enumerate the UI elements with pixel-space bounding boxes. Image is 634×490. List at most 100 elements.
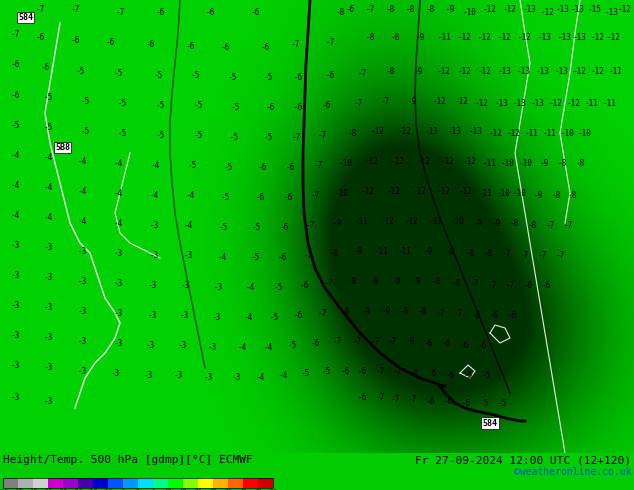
Text: -12: -12 (381, 217, 395, 225)
Text: -11: -11 (603, 98, 617, 107)
Text: -6: -6 (283, 194, 293, 202)
Text: -7: -7 (375, 393, 385, 402)
Text: 24: 24 (194, 489, 202, 490)
Text: -3: -3 (77, 307, 87, 316)
Text: -7: -7 (538, 250, 547, 260)
Text: -12: -12 (458, 67, 472, 75)
Text: -7: -7 (290, 41, 300, 49)
Text: -7: -7 (311, 192, 320, 200)
Text: -13: -13 (517, 67, 531, 75)
Bar (3, 478, 273, 488)
Text: -3: -3 (10, 300, 20, 310)
Text: -4: -4 (243, 314, 252, 322)
Text: -13: -13 (558, 33, 572, 43)
Bar (123, 478, 138, 488)
Text: -7: -7 (325, 39, 335, 48)
Text: -10: -10 (451, 217, 465, 225)
Text: -10: -10 (501, 158, 515, 168)
Text: -8: -8 (385, 67, 394, 75)
Text: -5: -5 (155, 100, 165, 109)
Text: -13: -13 (538, 33, 552, 43)
Text: -7: -7 (453, 309, 463, 318)
Bar (18, 478, 33, 488)
Text: -10: -10 (497, 189, 511, 197)
Text: -7: -7 (323, 278, 333, 288)
Text: -5: -5 (479, 398, 489, 408)
Text: -4: -4 (10, 150, 20, 160)
Text: -12: -12 (498, 33, 512, 43)
Text: -6: -6 (346, 5, 354, 15)
Text: -12: -12 (483, 5, 497, 15)
Text: -13: -13 (555, 67, 569, 75)
Text: -5: -5 (117, 98, 127, 107)
Text: -5: -5 (218, 222, 228, 231)
Bar (183, 478, 198, 488)
Text: -11: -11 (543, 128, 557, 138)
Text: -5: -5 (251, 223, 261, 232)
Text: -6: -6 (443, 396, 453, 406)
Text: -3: -3 (110, 368, 120, 377)
Text: -4: -4 (245, 284, 255, 293)
Bar (33, 478, 48, 488)
Text: -6: -6 (294, 103, 302, 113)
Text: -13: -13 (425, 126, 439, 136)
Text: -13: -13 (523, 5, 537, 15)
Text: -9: -9 (474, 219, 482, 227)
Text: -6: -6 (441, 339, 451, 347)
Text: 42: 42 (239, 489, 247, 490)
Text: -5: -5 (193, 131, 203, 141)
Text: -3: -3 (113, 309, 122, 318)
Text: -3: -3 (10, 241, 20, 249)
Text: -3: -3 (214, 283, 223, 292)
Text: -5: -5 (287, 342, 297, 350)
Text: -3: -3 (150, 220, 158, 229)
Bar (213, 478, 228, 488)
Text: -15: -15 (588, 5, 602, 15)
Text: -6: -6 (257, 164, 267, 172)
Text: -5: -5 (498, 398, 507, 408)
Text: -12: -12 (567, 98, 581, 107)
Text: -7: -7 (292, 133, 301, 143)
Bar (228, 478, 243, 488)
Text: -12: -12 (459, 187, 473, 196)
Text: -12: -12 (549, 98, 563, 107)
Text: -7: -7 (358, 69, 366, 77)
Bar (198, 478, 213, 488)
Text: -3: -3 (179, 312, 189, 320)
Text: -4: -4 (256, 373, 264, 383)
Text: -7: -7 (318, 131, 327, 141)
Text: -6: -6 (325, 72, 335, 80)
Text: -13: -13 (556, 5, 570, 15)
Text: -8: -8 (567, 191, 577, 199)
Text: -6: -6 (460, 341, 469, 349)
Text: -5: -5 (228, 73, 236, 81)
Text: -18: -18 (87, 489, 99, 490)
Text: -8: -8 (347, 276, 356, 286)
Text: 48: 48 (254, 489, 262, 490)
Text: -9: -9 (415, 33, 425, 43)
Text: -8: -8 (445, 246, 455, 255)
Text: -13: -13 (573, 33, 587, 43)
Text: -7: -7 (10, 30, 20, 40)
Text: -6: -6 (250, 8, 260, 18)
Text: -9: -9 (540, 158, 548, 168)
Text: -6: -6 (358, 367, 366, 375)
Text: -5: -5 (43, 94, 53, 102)
Text: -11: -11 (355, 217, 369, 225)
Text: -3: -3 (77, 276, 87, 286)
Text: -3: -3 (113, 339, 122, 347)
Text: -12: -12 (503, 5, 517, 15)
Text: -12: -12 (475, 98, 489, 107)
Text: 36: 36 (224, 489, 232, 490)
Text: -5: -5 (230, 132, 238, 142)
Text: -5: -5 (269, 314, 278, 322)
Text: -3: -3 (77, 367, 87, 375)
Text: -13: -13 (605, 8, 619, 18)
Text: -11: -11 (585, 98, 599, 107)
Text: -6: -6 (410, 368, 418, 377)
Text: -7: -7 (436, 309, 444, 318)
Text: -4: -4 (183, 221, 193, 230)
Text: -7: -7 (365, 5, 375, 15)
Text: -48: -48 (13, 489, 23, 490)
Text: -11: -11 (429, 217, 443, 225)
